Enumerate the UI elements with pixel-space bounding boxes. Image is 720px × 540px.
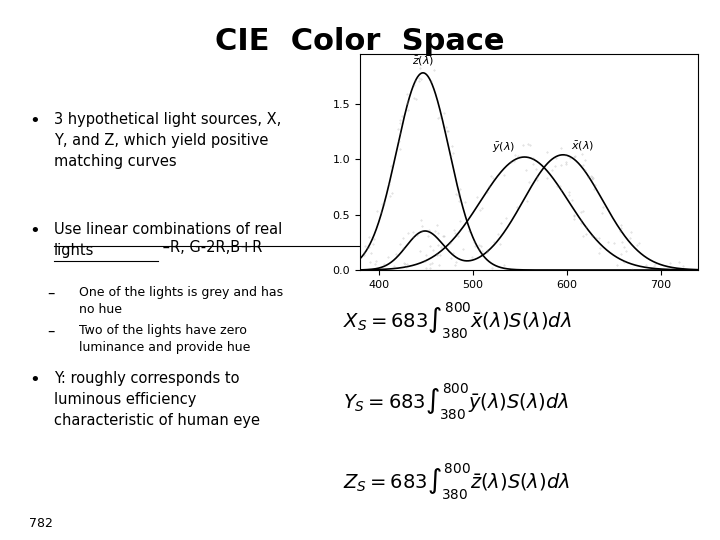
Text: $\bar{z}(\lambda)$: $\bar{z}(\lambda)$: [412, 55, 434, 69]
Text: Use linear combinations of real
lights: Use linear combinations of real lights: [54, 221, 282, 258]
Text: $\bar{x}(\lambda)$: $\bar{x}(\lambda)$: [570, 139, 594, 153]
Text: Two of the lights have zero
luminance and provide hue: Two of the lights have zero luminance an…: [79, 324, 251, 354]
Text: One of the lights is grey and has
no hue: One of the lights is grey and has no hue: [79, 286, 284, 316]
Text: Y: roughly corresponds to
luminous efficiency
characteristic of human eye: Y: roughly corresponds to luminous effic…: [54, 372, 260, 428]
Text: 782: 782: [29, 517, 53, 530]
Text: •: •: [29, 221, 40, 240]
Text: –: –: [47, 324, 54, 339]
Text: –R, G-2R,B+R: –R, G-2R,B+R: [158, 240, 263, 255]
Text: $\bar{y}(\lambda)$: $\bar{y}(\lambda)$: [492, 140, 515, 155]
Text: $X_S = 683\int_{380}^{800} \bar{x}(\lambda)S(\lambda)d\lambda$: $X_S = 683\int_{380}^{800} \bar{x}(\lamb…: [343, 301, 572, 341]
Text: $Z_S = 683\int_{380}^{800} \bar{z}(\lambda)S(\lambda)d\lambda$: $Z_S = 683\int_{380}^{800} \bar{z}(\lamb…: [343, 462, 570, 502]
Text: 3 hypothetical light sources, X,
Y, and Z, which yield positive
matching curves: 3 hypothetical light sources, X, Y, and …: [54, 112, 282, 170]
Text: •: •: [29, 372, 40, 389]
Text: •: •: [29, 112, 40, 130]
Text: $Y_S = 683\int_{380}^{800} \bar{y}(\lambda)S(\lambda)d\lambda$: $Y_S = 683\int_{380}^{800} \bar{y}(\lamb…: [343, 381, 569, 422]
Text: –: –: [47, 286, 54, 301]
Text: CIE  Color  Space: CIE Color Space: [215, 27, 505, 56]
